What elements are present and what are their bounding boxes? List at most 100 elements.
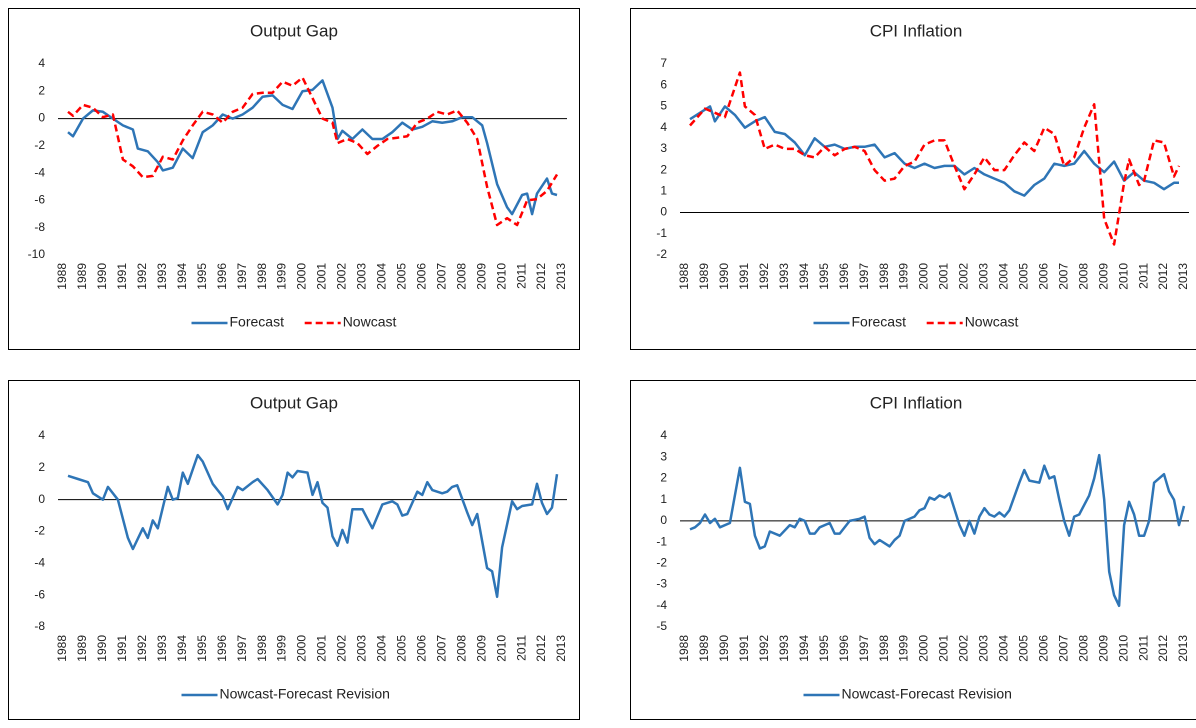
chart-panel: CPI Inflation -5 -4 -3 -2 -1 0 1 2 3 4 1988 1989 1990… — [630, 380, 1196, 720]
y-tick-label: 4 — [38, 428, 45, 442]
x-tick-label: 1997 — [857, 263, 871, 290]
legend-label: Forecast — [852, 314, 907, 330]
x-tick-label: 2003 — [977, 263, 991, 290]
chart-title: Output Gap — [250, 21, 338, 40]
legend-label: Nowcast-Forecast Revision — [220, 686, 390, 702]
y-tick-label: 4 — [660, 428, 667, 442]
legend-label: Nowcast — [965, 314, 1019, 330]
x-tick-label: 2006 — [414, 263, 428, 290]
y-tick-label: 0 — [38, 492, 45, 506]
y-tick-label: 0 — [38, 111, 45, 125]
y-tick-label: -4 — [34, 165, 45, 179]
x-tick-label: 2002 — [957, 635, 971, 662]
y-tick-label: 7 — [660, 56, 667, 70]
x-tick-label: 1995 — [195, 263, 209, 290]
x-tick-label: 1996 — [837, 263, 851, 290]
panel-border — [8, 380, 580, 720]
y-tick-label: -8 — [34, 220, 45, 234]
x-tick-label: 1990 — [717, 635, 731, 662]
chart-panel: Output Gap -8 -6 -4 -2 0 2 4 1988 1989 1990 1991 199… — [8, 380, 580, 720]
x-tick-label: 2011 — [514, 263, 528, 289]
y-tick-label: -2 — [34, 524, 45, 538]
x-tick-label: 1997 — [235, 263, 249, 290]
y-tick-label: 6 — [660, 77, 667, 91]
series-line — [67, 79, 558, 216]
x-tick-label: 2012 — [534, 263, 548, 290]
x-tick-label: 1998 — [877, 635, 891, 662]
x-tick-label: 2008 — [454, 635, 468, 662]
series-line — [67, 453, 559, 599]
x-tick-label: 2005 — [1016, 263, 1030, 290]
x-tick-label: 1988 — [55, 263, 69, 290]
x-tick-label: 2006 — [1036, 263, 1050, 290]
x-tick-label: 2010 — [1116, 635, 1130, 662]
x-tick-label: 2004 — [997, 263, 1011, 290]
x-tick-label: 2008 — [1076, 635, 1090, 662]
x-tick-label: 1998 — [877, 263, 891, 290]
x-tick-label: 1996 — [215, 263, 229, 290]
y-tick-label: 0 — [660, 205, 667, 219]
x-tick-label: 1992 — [757, 263, 771, 290]
x-tick-label: 1999 — [897, 263, 911, 290]
x-tick-label: 2009 — [1096, 635, 1110, 662]
x-tick-label: 1996 — [837, 635, 851, 662]
y-tick-label: 2 — [38, 460, 45, 474]
x-tick-label: 2000 — [295, 263, 309, 290]
x-tick-label: 2001 — [937, 635, 951, 662]
x-tick-label: 1998 — [255, 635, 269, 662]
y-tick-label: -6 — [34, 193, 45, 207]
x-tick-label: 1997 — [857, 635, 871, 662]
x-tick-label: 1993 — [777, 263, 791, 290]
x-tick-label: 1998 — [255, 263, 269, 290]
x-tick-label: 2002 — [335, 263, 349, 290]
chart-title: Output Gap — [250, 393, 338, 412]
x-tick-label: 2004 — [375, 263, 389, 290]
x-tick-label: 2006 — [414, 635, 428, 662]
x-tick-label: 2007 — [434, 635, 448, 662]
x-tick-label: 2004 — [997, 635, 1011, 662]
y-tick-label: -1 — [656, 534, 667, 548]
x-tick-label: 2010 — [494, 635, 508, 662]
x-tick-label: 1988 — [677, 635, 691, 662]
x-tick-label: 1995 — [817, 263, 831, 290]
x-tick-label: 2008 — [454, 263, 468, 290]
x-tick-label: 1999 — [275, 635, 289, 662]
y-tick-label: -2 — [656, 247, 667, 261]
x-tick-label: 2007 — [1056, 263, 1070, 290]
x-tick-label: 2000 — [917, 263, 931, 290]
panel-border — [630, 380, 1196, 720]
y-tick-label: -1 — [656, 226, 667, 240]
series-line — [689, 71, 1181, 246]
x-tick-label: 1991 — [115, 635, 129, 662]
x-tick-label: 1995 — [817, 635, 831, 662]
x-tick-label: 2004 — [375, 635, 389, 662]
x-tick-label: 1989 — [75, 263, 89, 290]
legend-label: Forecast — [230, 314, 285, 330]
x-tick-label: 1988 — [677, 263, 691, 290]
x-tick-label: 2011 — [1136, 263, 1150, 289]
x-tick-label: 2010 — [1116, 263, 1130, 290]
x-tick-label: 2005 — [394, 263, 408, 290]
x-tick-label: 1999 — [897, 635, 911, 662]
x-tick-label: 1995 — [195, 635, 209, 662]
x-tick-label: 2002 — [335, 635, 349, 662]
x-tick-label: 2012 — [534, 635, 548, 662]
x-tick-label: 1990 — [95, 263, 109, 290]
series-line — [689, 453, 1186, 608]
x-tick-label: 2000 — [295, 635, 309, 662]
y-tick-label: -4 — [34, 556, 45, 570]
y-tick-label: -5 — [656, 619, 667, 633]
y-tick-label: 3 — [660, 449, 667, 463]
y-tick-label: -2 — [656, 556, 667, 570]
y-tick-label: 3 — [660, 141, 667, 155]
x-tick-label: 1991 — [737, 635, 751, 662]
legend-label: Nowcast-Forecast Revision — [842, 686, 1012, 702]
x-tick-label: 2001 — [315, 263, 329, 290]
x-tick-label: 2013 — [1176, 635, 1190, 662]
chart-panel: Output Gap -10 -8 -6 -4 -2 0 2 4 1988 1989 1990 1991… — [8, 8, 580, 350]
x-tick-label: 2011 — [1136, 635, 1150, 661]
x-tick-label: 2007 — [434, 263, 448, 290]
x-tick-label: 2006 — [1036, 635, 1050, 662]
x-tick-label: 1993 — [155, 635, 169, 662]
y-tick-label: 2 — [660, 471, 667, 485]
